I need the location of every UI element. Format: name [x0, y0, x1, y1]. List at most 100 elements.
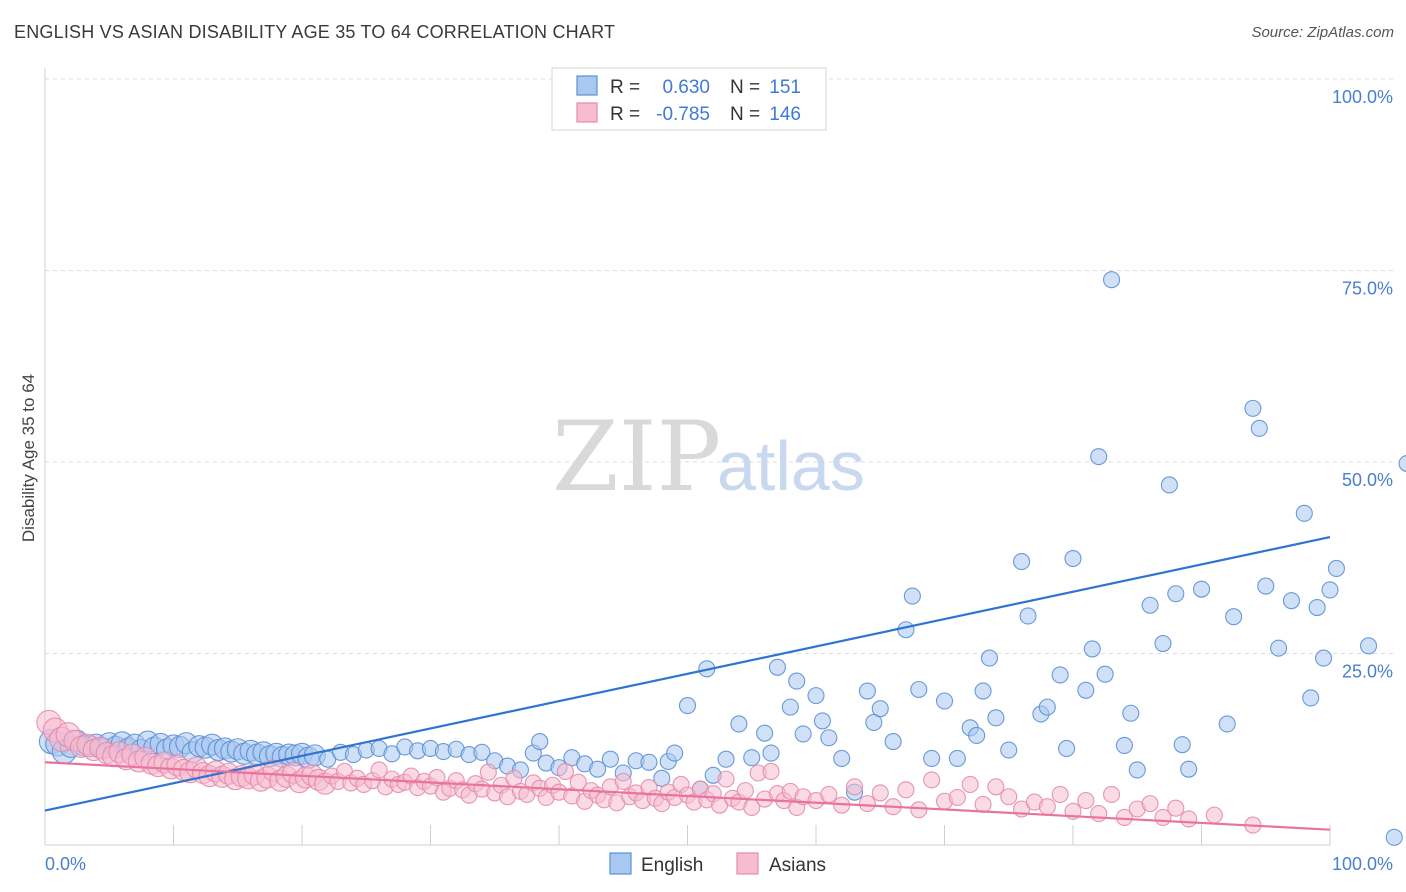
legend-n-value-asians: 146 [769, 104, 801, 125]
point-english-105 [1000, 741, 1018, 759]
point-english-78 [743, 749, 761, 767]
x-tick-label-100: 100.0% [1332, 854, 1393, 874]
point-english-94 [897, 621, 915, 639]
y-tick-label-50: 50.0% [1342, 470, 1393, 490]
point-english-126 [1180, 760, 1198, 778]
point-english-134 [1282, 592, 1300, 610]
legend-n-value-english: 151 [769, 77, 801, 98]
point-english-111 [1058, 739, 1076, 758]
point-asians-112 [762, 762, 780, 781]
point-english-69 [653, 769, 671, 787]
point-english-113 [1077, 681, 1095, 699]
point-english-71 [666, 744, 684, 762]
bottom-legend-english: English [641, 855, 703, 876]
point-english-85 [807, 687, 825, 705]
watermark-zip: ZIP [552, 401, 721, 513]
point-asians-80 [556, 762, 574, 781]
point-asians-132 [987, 778, 1005, 796]
point-english-128 [1218, 715, 1236, 733]
point-english-87 [820, 729, 838, 747]
point-english-98 [935, 692, 954, 710]
point-asians-122 [858, 795, 876, 813]
point-asians-68 [479, 763, 497, 781]
point-english-101 [968, 726, 986, 745]
point-english-139 [1321, 581, 1339, 599]
point-asians-146 [1167, 799, 1185, 817]
point-english-138 [1315, 649, 1333, 667]
point-english-131 [1250, 419, 1268, 437]
point-english-86 [813, 712, 831, 730]
point-asians-125 [897, 781, 915, 799]
point-english-109 [1038, 698, 1056, 716]
point-english-82 [781, 698, 799, 716]
point-asians-123 [871, 784, 889, 802]
point-english-95 [903, 587, 921, 605]
point-english-76 [717, 750, 735, 768]
point-english-83 [788, 672, 806, 690]
point-asians-137 [1051, 785, 1069, 803]
point-english-110 [1051, 666, 1069, 684]
point-english-97 [923, 749, 941, 767]
point-asians-121 [845, 778, 864, 796]
point-english-114 [1083, 640, 1101, 658]
series-asians-points [36, 709, 1262, 834]
point-asians-105 [717, 770, 735, 788]
y-axis-label: Disability Age 35 to 64 [19, 374, 38, 542]
point-english-80 [762, 744, 780, 762]
point-english-121 [1141, 596, 1159, 614]
chart-title: ENGLISH VS ASIAN DISABILITY AGE 35 TO 64… [14, 22, 616, 42]
series-legend: English Asians [609, 852, 826, 876]
point-english-64 [588, 760, 607, 778]
point-english-68 [640, 753, 658, 771]
legend-r-value-english: 0.630 [662, 77, 710, 98]
legend-swatch-english [576, 75, 598, 96]
point-english-120 [1128, 761, 1146, 779]
grid-lines [45, 78, 1393, 654]
legend-n-label-asians: N = [730, 104, 760, 125]
legend-r-value-asians: -0.785 [656, 104, 710, 125]
point-asians-147 [1180, 810, 1198, 828]
point-english-135 [1295, 504, 1313, 522]
point-asians-140 [1090, 805, 1108, 823]
point-english-54 [473, 743, 491, 761]
point-english-112 [1064, 549, 1082, 568]
point-english-140 [1327, 559, 1345, 578]
point-english-130 [1244, 399, 1262, 417]
point-english-106 [1013, 553, 1031, 571]
legend-swatch-asians [576, 102, 598, 123]
point-english-143 [1398, 455, 1406, 473]
point-english-81 [768, 658, 787, 676]
point-english-59 [531, 733, 549, 751]
trend-lines [44, 535, 1331, 831]
point-english-133 [1270, 639, 1288, 657]
bottom-legend-asians: Asians [769, 855, 826, 876]
point-asians-148 [1205, 806, 1223, 824]
point-asians-129 [948, 788, 966, 807]
point-english-90 [858, 682, 876, 700]
point-english-93 [884, 733, 902, 751]
series-english-points [38, 271, 1406, 846]
watermark: ZIP atlas [552, 401, 865, 513]
point-english-127 [1192, 580, 1211, 598]
point-asians-131 [974, 795, 992, 813]
point-asians-89 [614, 772, 632, 790]
point-english-125 [1173, 736, 1191, 754]
point-english-137 [1308, 598, 1326, 617]
point-english-123 [1160, 476, 1178, 494]
point-english-84 [794, 725, 812, 743]
point-english-142 [1385, 828, 1403, 846]
trend-line-english [44, 535, 1331, 812]
point-english-104 [987, 709, 1005, 727]
point-english-65 [601, 750, 619, 768]
point-asians-127 [923, 771, 941, 789]
point-english-96 [910, 680, 928, 699]
point-asians-139 [1077, 792, 1095, 810]
watermark-atlas: atlas [717, 427, 865, 505]
point-english-141 [1360, 637, 1378, 655]
point-english-72 [678, 697, 697, 715]
point-english-103 [980, 649, 999, 667]
point-english-129 [1225, 608, 1243, 626]
bottom-legend-swatch-english [609, 852, 632, 875]
legend-n-label-english: N = [730, 77, 760, 98]
